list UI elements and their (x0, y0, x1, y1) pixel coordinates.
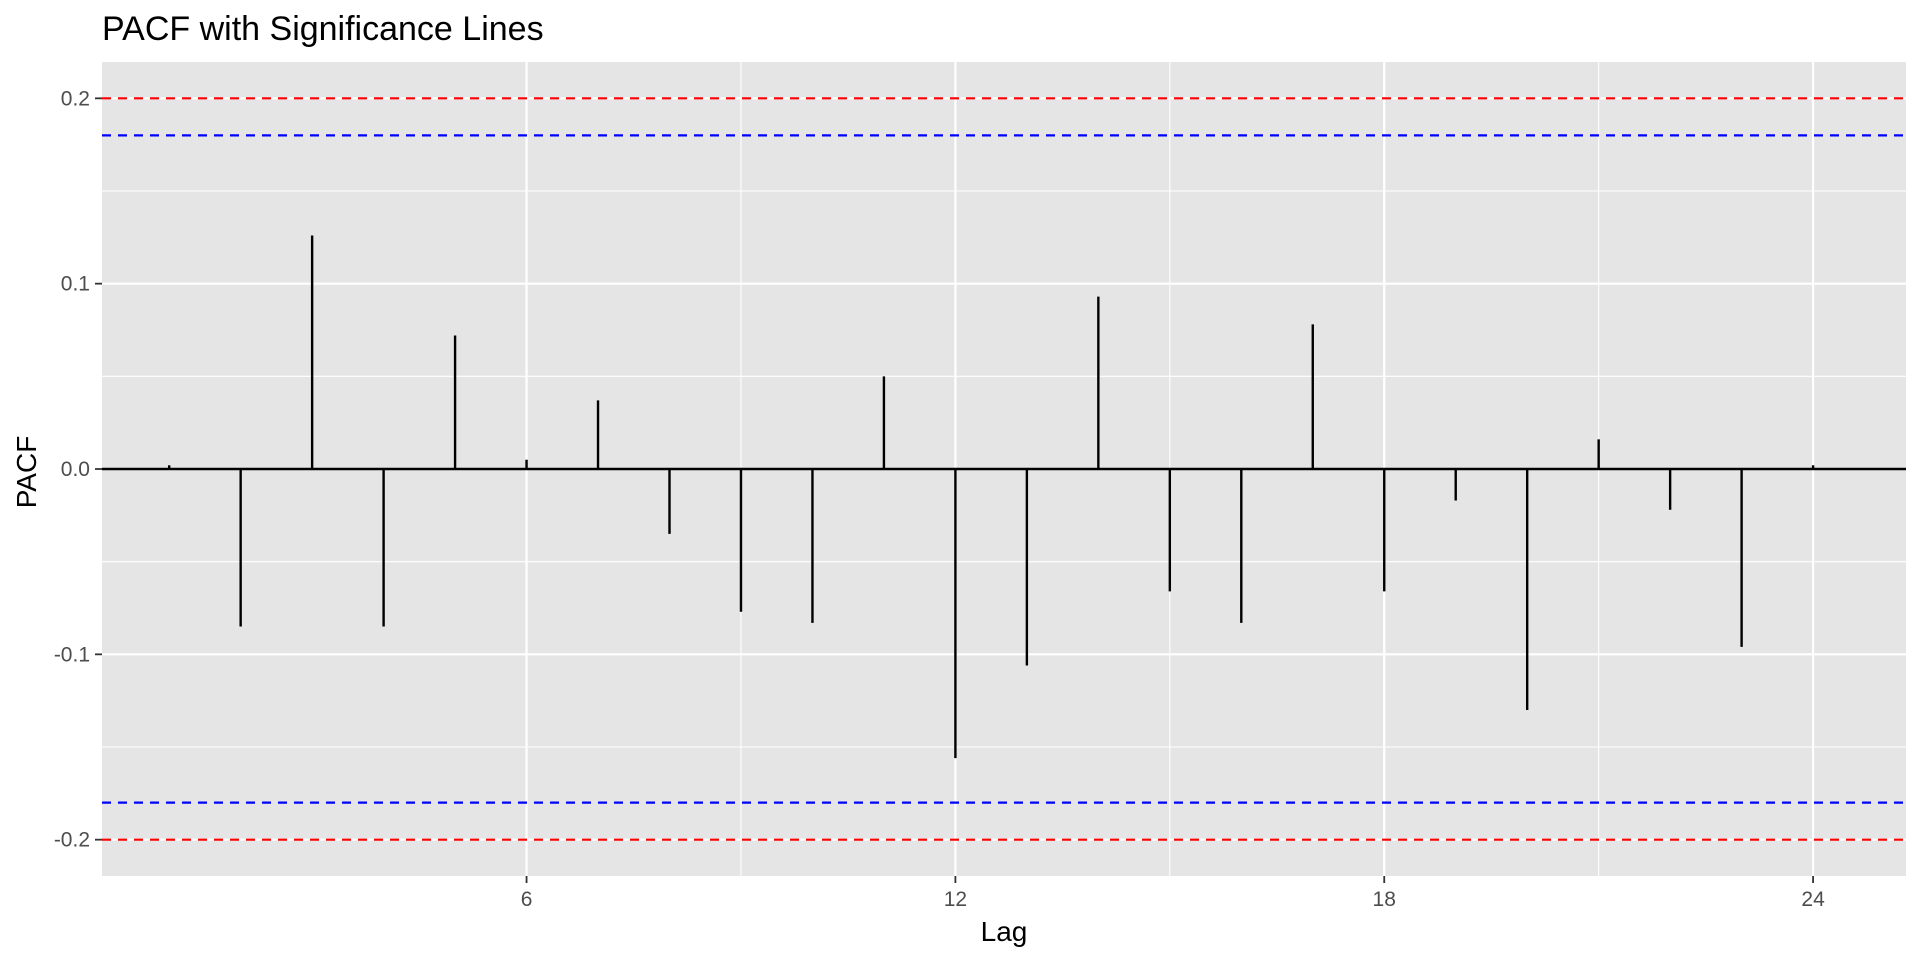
y-tick-label: 0.2 (61, 87, 90, 110)
y-axis-title: PACF (11, 436, 42, 509)
x-tick-label: 12 (944, 888, 967, 911)
x-tick-label: 18 (1373, 888, 1396, 911)
x-axis-ticks: 6 12 18 24 (521, 876, 1825, 911)
y-tick-label: -0.2 (54, 829, 90, 852)
significance-lines (102, 97, 1906, 841)
x-tick-label: 6 (521, 888, 533, 911)
x-axis-title: Lag (981, 916, 1028, 947)
chart-title: PACF with Significance Lines (102, 10, 544, 48)
y-axis-ticks: -0.2 -0.1 0.0 0.1 0.2 (54, 87, 102, 852)
y-tick-label: 0.0 (61, 458, 90, 481)
y-tick-label: 0.1 (61, 273, 90, 296)
x-tick-label: 24 (1801, 888, 1825, 911)
y-tick-label: -0.1 (54, 643, 90, 666)
pacf-bars (167, 235, 1815, 759)
